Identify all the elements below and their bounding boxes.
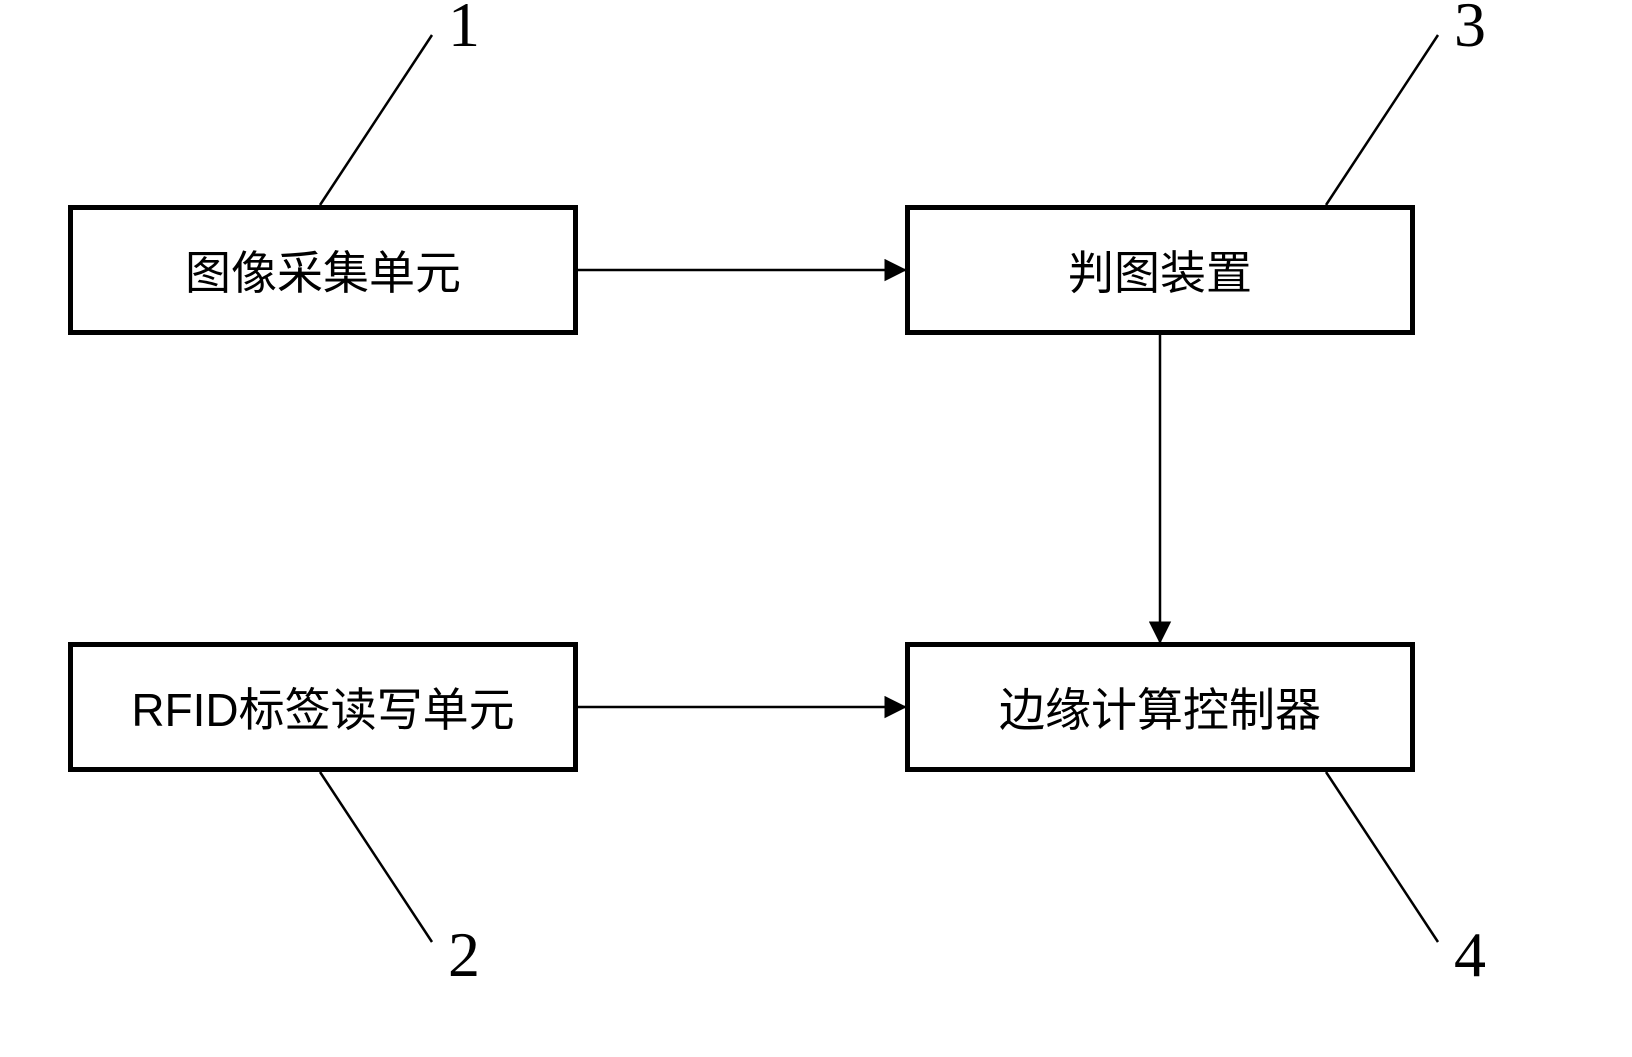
node-edge-controller: 边缘计算控制器 <box>905 642 1415 772</box>
connectors-layer <box>0 0 1632 1057</box>
ref-label-1: 1 <box>448 0 480 62</box>
node-label: RFID标签读写单元 <box>131 674 514 740</box>
node-label: 图像采集单元 <box>185 237 461 303</box>
ref-label-3: 3 <box>1454 0 1486 62</box>
system-flowchart: 图像采集单元 RFID标签读写单元 判图装置 边缘计算控制器 1 2 3 4 <box>0 0 1632 1057</box>
node-image-acquisition: 图像采集单元 <box>68 205 578 335</box>
node-rfid-unit: RFID标签读写单元 <box>68 642 578 772</box>
ref-label-4: 4 <box>1454 918 1486 992</box>
ref-label-2: 2 <box>448 918 480 992</box>
node-judgment-device: 判图装置 <box>905 205 1415 335</box>
node-label: 判图装置 <box>1068 237 1252 303</box>
node-label: 边缘计算控制器 <box>999 674 1321 740</box>
